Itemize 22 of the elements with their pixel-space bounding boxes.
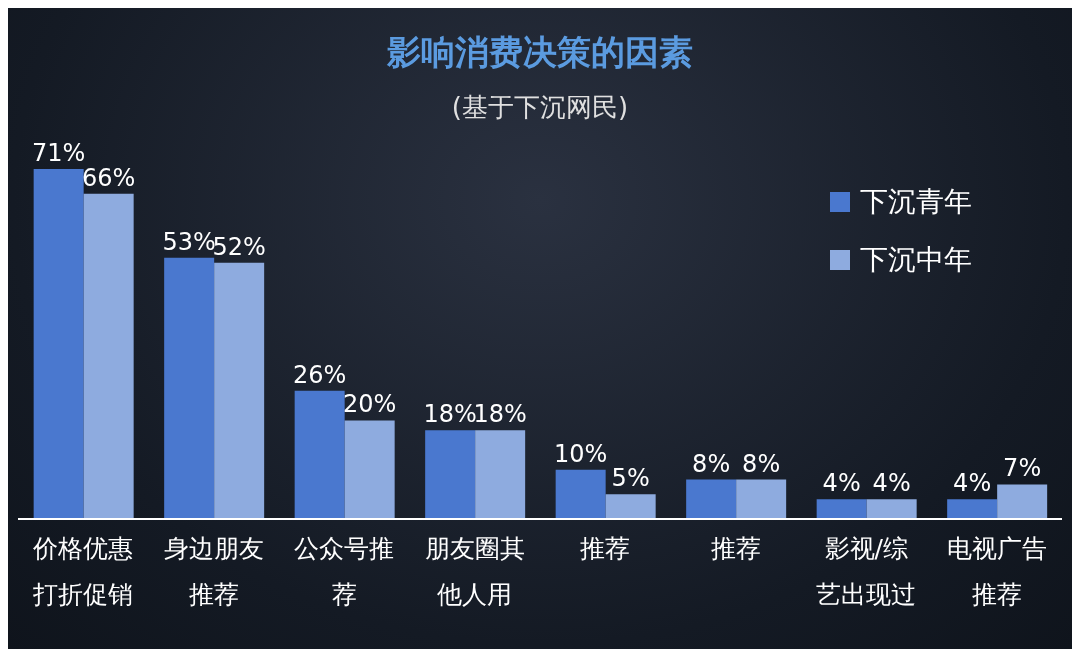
data-label: 5% <box>611 464 650 493</box>
data-label: 7% <box>1003 454 1042 483</box>
x-tick-label: 朋友圈其他人用 <box>424 534 525 609</box>
chart-title: 影响消费决策的因素 <box>386 31 694 74</box>
x-tick-label: 影视/综艺出现过 <box>816 534 917 609</box>
data-label: 4% <box>953 469 992 498</box>
data-label: 10% <box>553 439 608 468</box>
x-tick-label: 公众号推荐 <box>294 534 395 609</box>
x-tick-label: 推荐 <box>710 534 761 563</box>
x-tick-label: 电视广告推荐 <box>946 534 1047 609</box>
chart-subtitle: (基于下沉网民) <box>450 91 630 124</box>
legend-label: 下沉青年 <box>860 184 972 220</box>
data-label: 4% <box>872 469 911 498</box>
x-tick-label: 身边朋友推荐 <box>163 534 264 609</box>
x-tick-label: 价格优惠打折促销 <box>32 534 134 609</box>
x-tick-label: 推荐 <box>580 534 631 563</box>
legend-label: 下沉中年 <box>860 242 972 278</box>
data-label: 8% <box>742 449 781 478</box>
data-label: 26% <box>292 360 347 389</box>
data-label: 20% <box>342 390 397 419</box>
data-label: 8% <box>692 449 731 478</box>
data-label: 4% <box>822 469 861 498</box>
